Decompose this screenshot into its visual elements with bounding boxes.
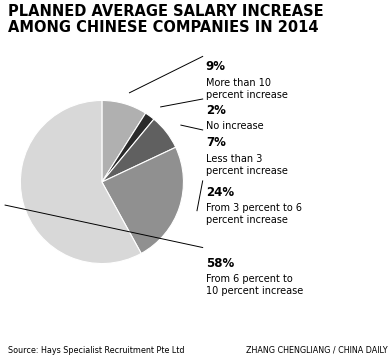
Text: 2%: 2% — [206, 104, 226, 117]
Text: From 6 percent to
10 percent increase: From 6 percent to 10 percent increase — [206, 274, 303, 296]
Text: Source: Hays Specialist Recruitment Pte Ltd: Source: Hays Specialist Recruitment Pte … — [8, 346, 184, 355]
Wedge shape — [102, 113, 154, 182]
Text: ZHANG CHENGLIANG / CHINA DAILY: ZHANG CHENGLIANG / CHINA DAILY — [247, 346, 388, 355]
Wedge shape — [102, 147, 183, 253]
Text: No increase: No increase — [206, 121, 263, 131]
Text: PLANNED AVERAGE SALARY INCREASE
AMONG CHINESE COMPANIES IN 2014: PLANNED AVERAGE SALARY INCREASE AMONG CH… — [8, 4, 323, 35]
Text: Less than 3
percent increase: Less than 3 percent increase — [206, 154, 288, 176]
Text: 9%: 9% — [206, 60, 226, 73]
Text: 58%: 58% — [206, 257, 234, 270]
Wedge shape — [20, 100, 141, 264]
Text: 7%: 7% — [206, 136, 226, 150]
Text: From 3 percent to 6
percent increase: From 3 percent to 6 percent increase — [206, 203, 302, 225]
Wedge shape — [102, 119, 176, 182]
Text: More than 10
percent increase: More than 10 percent increase — [206, 78, 288, 99]
Text: 24%: 24% — [206, 186, 234, 199]
Wedge shape — [102, 100, 145, 182]
